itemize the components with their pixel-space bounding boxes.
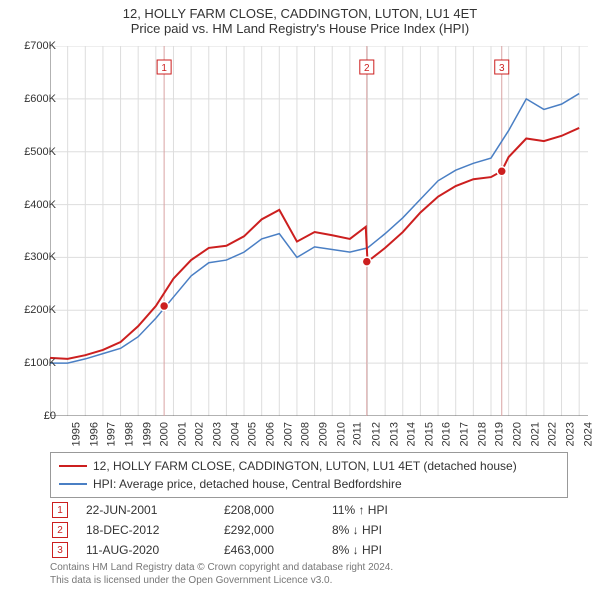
x-tick-label: 2009 bbox=[317, 422, 329, 446]
event-date: 18-DEC-2012 bbox=[86, 523, 206, 537]
x-tick-label: 2000 bbox=[159, 422, 171, 446]
svg-text:2: 2 bbox=[364, 63, 370, 74]
legend: 12, HOLLY FARM CLOSE, CADDINGTON, LUTON,… bbox=[50, 452, 568, 498]
x-tick-label: 2010 bbox=[335, 422, 347, 446]
x-tick-label: 2002 bbox=[194, 422, 206, 446]
x-tick-label: 2019 bbox=[494, 422, 506, 446]
event-date: 22-JUN-2001 bbox=[86, 503, 206, 517]
svg-text:1: 1 bbox=[161, 63, 167, 74]
x-tick-label: 2014 bbox=[406, 422, 418, 446]
y-tick-label: £700K bbox=[24, 40, 56, 52]
legend-label: HPI: Average price, detached house, Cent… bbox=[93, 477, 402, 491]
x-tick-label: 2007 bbox=[282, 422, 294, 446]
legend-row: HPI: Average price, detached house, Cent… bbox=[59, 475, 559, 493]
x-tick-label: 2011 bbox=[352, 422, 364, 446]
x-tick-label: 2015 bbox=[423, 422, 435, 446]
event-badge: 3 bbox=[52, 542, 68, 558]
event-hpi: 8% ↓ HPI bbox=[332, 543, 442, 557]
x-tick-label: 1997 bbox=[106, 422, 118, 446]
x-tick-label: 2004 bbox=[229, 422, 241, 446]
x-tick-label: 1999 bbox=[141, 422, 153, 446]
event-row: 2 18-DEC-2012 £292,000 8% ↓ HPI bbox=[50, 520, 570, 540]
x-tick-label: 2023 bbox=[564, 422, 576, 446]
x-tick-label: 1996 bbox=[88, 422, 100, 446]
copyright-line: This data is licensed under the Open Gov… bbox=[50, 575, 570, 588]
y-tick-label: £300K bbox=[24, 251, 56, 263]
copyright-notice: Contains HM Land Registry data © Crown c… bbox=[50, 562, 570, 587]
x-tick-label: 1995 bbox=[70, 422, 82, 446]
event-row: 3 11-AUG-2020 £463,000 8% ↓ HPI bbox=[50, 540, 570, 560]
y-tick-label: £0 bbox=[44, 410, 56, 422]
event-badge: 2 bbox=[52, 522, 68, 538]
event-badge: 1 bbox=[52, 502, 68, 518]
svg-text:3: 3 bbox=[499, 63, 505, 74]
y-tick-label: £600K bbox=[24, 93, 56, 105]
chart-container: 12, HOLLY FARM CLOSE, CADDINGTON, LUTON,… bbox=[0, 0, 600, 590]
legend-label: 12, HOLLY FARM CLOSE, CADDINGTON, LUTON,… bbox=[93, 459, 517, 473]
event-price: £463,000 bbox=[224, 543, 314, 557]
y-tick-label: £100K bbox=[24, 357, 56, 369]
x-tick-label: 1998 bbox=[123, 422, 135, 446]
x-tick-label: 2016 bbox=[441, 422, 453, 446]
copyright-line: Contains HM Land Registry data © Crown c… bbox=[50, 562, 570, 575]
chart-plot: 1 2 3 bbox=[50, 46, 588, 416]
event-row: 1 22-JUN-2001 £208,000 11% ↑ HPI bbox=[50, 500, 570, 520]
chart-title-line1: 12, HOLLY FARM CLOSE, CADDINGTON, LUTON,… bbox=[0, 0, 600, 21]
x-tick-label: 2021 bbox=[529, 422, 541, 446]
x-tick-label: 2001 bbox=[176, 422, 188, 446]
legend-swatch bbox=[59, 483, 87, 485]
x-tick-label: 2012 bbox=[370, 422, 382, 446]
y-tick-label: £500K bbox=[24, 146, 56, 158]
x-tick-label: 2022 bbox=[547, 422, 559, 446]
chart-title-line2: Price paid vs. HM Land Registry's House … bbox=[0, 21, 600, 40]
y-tick-label: £400K bbox=[24, 199, 56, 211]
x-tick-label: 2008 bbox=[300, 422, 312, 446]
x-tick-label: 2006 bbox=[265, 422, 277, 446]
legend-swatch bbox=[59, 465, 87, 467]
event-price: £208,000 bbox=[224, 503, 314, 517]
events-table: 1 22-JUN-2001 £208,000 11% ↑ HPI 2 18-DEC-201… bbox=[50, 500, 570, 560]
x-tick-label: 2018 bbox=[476, 422, 488, 446]
event-date: 11-AUG-2020 bbox=[86, 543, 206, 557]
x-tick-label: 2013 bbox=[388, 422, 400, 446]
x-tick-label: 2024 bbox=[582, 422, 594, 446]
event-price: £292,000 bbox=[224, 523, 314, 537]
x-tick-label: 2003 bbox=[212, 422, 224, 446]
y-tick-label: £200K bbox=[24, 304, 56, 316]
x-tick-label: 2005 bbox=[247, 422, 259, 446]
legend-row: 12, HOLLY FARM CLOSE, CADDINGTON, LUTON,… bbox=[59, 457, 559, 475]
x-tick-label: 2017 bbox=[459, 422, 471, 446]
event-hpi: 11% ↑ HPI bbox=[332, 503, 442, 517]
x-tick-label: 2020 bbox=[511, 422, 523, 446]
event-hpi: 8% ↓ HPI bbox=[332, 523, 442, 537]
